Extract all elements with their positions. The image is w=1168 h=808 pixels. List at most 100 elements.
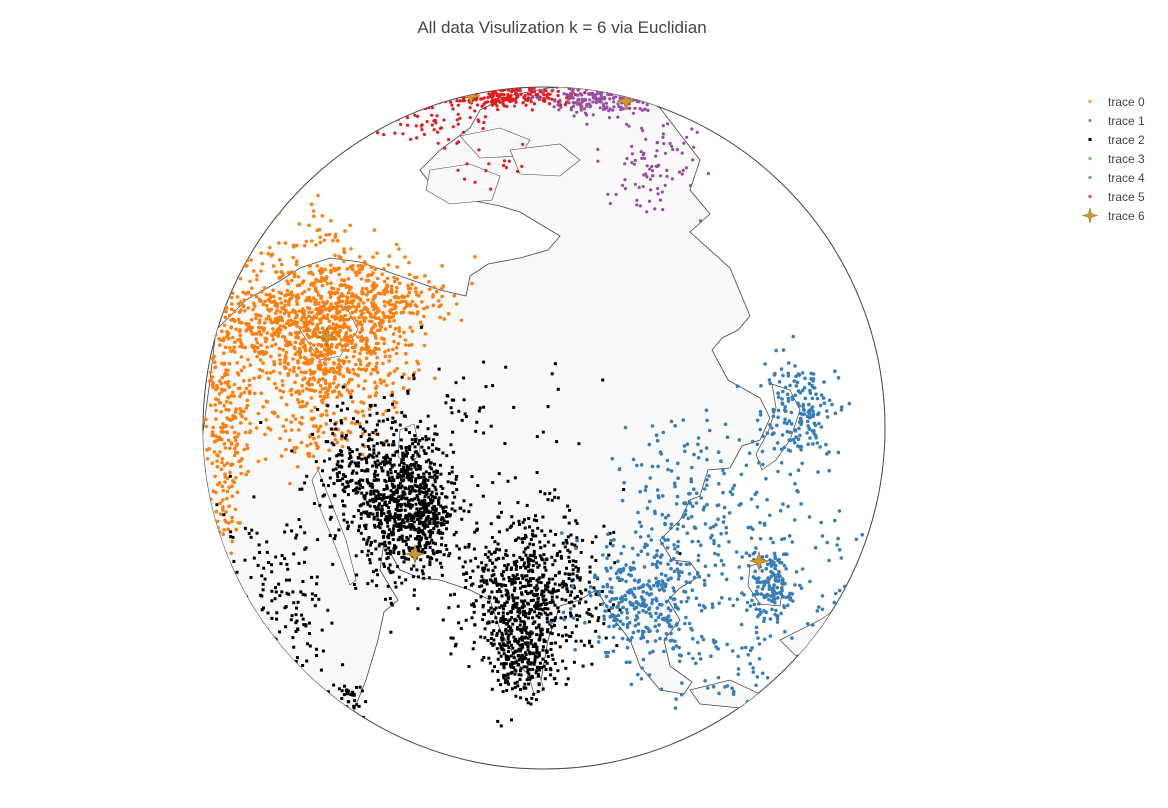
trace-1-point	[630, 144, 634, 149]
trace-2-point	[550, 498, 554, 502]
trace-0-point	[244, 406, 249, 410]
trace-0-point	[354, 409, 358, 414]
trace-2-point	[406, 517, 410, 521]
trace-2-point	[339, 408, 343, 412]
trace-2-point	[552, 677, 556, 681]
trace-0-point	[222, 463, 227, 468]
trace-0-point	[254, 337, 258, 341]
trace-0-point	[290, 293, 295, 297]
trace-2-point	[411, 546, 414, 550]
trace-0-point	[341, 324, 345, 329]
trace-2-point	[518, 586, 522, 590]
trace-5-point	[535, 82, 538, 85]
trace-0-point	[230, 275, 234, 280]
trace-0-point	[277, 257, 282, 262]
trace-2-point	[523, 574, 527, 578]
trace-0-point	[404, 304, 409, 308]
trace-2-point	[524, 629, 528, 632]
trace-1-point	[611, 108, 615, 112]
trace-1-point	[670, 177, 675, 181]
trace-1-point	[640, 108, 645, 112]
trace-0-point	[334, 232, 338, 237]
trace-2-point	[342, 712, 346, 716]
trace-0-point	[329, 352, 333, 356]
trace-2-point	[340, 459, 344, 463]
trace-0-point	[394, 242, 399, 247]
trace-2-point	[400, 375, 404, 379]
trace-2-point	[499, 724, 503, 728]
trace-0-point	[427, 287, 432, 292]
trace-2-point	[429, 499, 433, 503]
trace-5-point	[416, 92, 420, 96]
trace-2-point	[474, 556, 478, 560]
trace-2-point	[338, 705, 341, 709]
trace-0-point	[392, 405, 397, 410]
trace-2-point	[550, 595, 554, 599]
trace-2-point	[234, 612, 238, 616]
trace-2-point	[384, 548, 388, 552]
trace-4-point	[647, 579, 651, 583]
trace-4-point	[652, 555, 657, 559]
trace-2-point	[554, 616, 558, 620]
trace-2-point	[568, 611, 572, 615]
trace-0-point	[204, 547, 209, 551]
trace-2-point	[480, 575, 484, 579]
trace-0-point	[238, 333, 242, 338]
trace-0-point	[362, 319, 367, 324]
trace-2-point	[497, 472, 501, 476]
trace-0-point	[239, 355, 244, 359]
trace-2-point	[528, 668, 531, 672]
trace-1-point	[658, 198, 663, 202]
trace-2-point	[444, 495, 448, 499]
trace-5-point	[495, 92, 500, 96]
trace-0-point	[354, 271, 359, 276]
trace-0-point	[245, 398, 250, 403]
trace-1-point	[570, 87, 574, 88]
trace-2-point	[512, 599, 516, 603]
trace-0-point	[293, 417, 298, 421]
trace-0-point	[194, 358, 198, 362]
trace-2-point	[540, 632, 544, 636]
trace-4-point	[650, 424, 655, 428]
trace-2-point	[524, 657, 528, 660]
trace-1-point	[528, 97, 533, 101]
trace-5-point	[527, 87, 531, 89]
trace-0-point	[438, 315, 442, 320]
trace-2-point	[491, 620, 495, 624]
trace-4-point	[659, 612, 663, 617]
trace-2-point	[417, 543, 421, 546]
trace-0-point	[294, 299, 299, 304]
trace-0-point	[243, 309, 247, 313]
trace-0-point	[299, 370, 304, 374]
trace-2-point	[373, 525, 377, 529]
trace-0-point	[267, 309, 272, 313]
trace-1-point	[647, 199, 652, 203]
trace-4-point	[625, 611, 630, 615]
trace-2-point	[370, 438, 374, 442]
trace-2-point	[271, 646, 275, 650]
trace-0-point	[281, 273, 285, 278]
trace-2-point	[369, 403, 373, 407]
trace-2-point	[438, 561, 442, 565]
trace-0-point	[383, 354, 388, 359]
trace-2-point	[599, 603, 603, 606]
trace-0-point	[440, 264, 444, 268]
trace-2-point	[516, 641, 520, 645]
trace-0-point	[213, 365, 218, 369]
trace-5-point	[475, 103, 480, 107]
trace-0-point	[239, 471, 243, 476]
trace-2-point	[230, 579, 234, 583]
trace-2-point	[414, 537, 417, 541]
trace-5-point	[439, 91, 443, 95]
trace-2-point	[471, 582, 475, 586]
trace-0-point	[224, 520, 228, 524]
trace-2-point	[534, 534, 538, 538]
trace-0-point	[215, 519, 220, 524]
trace-2-point	[398, 463, 402, 467]
trace-2-point	[340, 465, 343, 469]
trace-2-point	[408, 431, 411, 435]
trace-0-point	[287, 314, 291, 318]
trace-2-point	[294, 536, 298, 540]
trace-0-point	[395, 295, 399, 299]
